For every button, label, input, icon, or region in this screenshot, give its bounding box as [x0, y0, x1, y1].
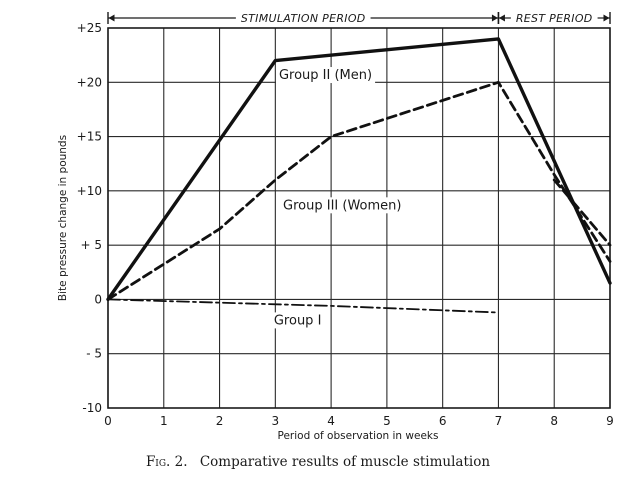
series-label-background [280, 197, 405, 214]
x-axis-title: Period of observation in weeks [278, 430, 439, 442]
y-tick-label: - 5 [86, 347, 102, 361]
x-tick-label: 4 [327, 414, 335, 428]
extra-dashed-line [552, 178, 612, 247]
period-layer: STIMULATION PERIOD REST PERIOD [107, 12, 611, 25]
plot-frame [107, 27, 611, 409]
series-label: Group III (Women) [283, 198, 401, 213]
x-tick-label: 8 [550, 414, 558, 428]
period-arrow-right [603, 14, 610, 22]
series-line [106, 37, 612, 302]
figure-caption: Fig. 2. Comparative results of muscle st… [146, 454, 490, 470]
y-tick-label: -10 [82, 401, 102, 415]
y-tick-label: + 5 [80, 238, 102, 252]
figure-caption-text: Comparative results of muscle stimulatio… [200, 454, 491, 470]
label-layer: Group II (Men) Group III (Women) Group I [270, 67, 405, 329]
x-tick-label: 2 [216, 414, 224, 428]
y-tick-label: +25 [77, 21, 102, 35]
y-tick-label: +15 [77, 130, 102, 144]
period-label: REST PERIOD [516, 12, 593, 25]
y-tick-label: +10 [77, 184, 102, 198]
series-label: Group I [274, 313, 322, 328]
series-label-background [275, 67, 376, 84]
x-tick-label: 6 [439, 414, 447, 428]
figure-number: Fig. 2. [146, 454, 188, 470]
grid-layer [107, 27, 611, 409]
y-tick-label: +20 [77, 75, 102, 89]
tick-layer: 0 1 2 3 4 5 6 7 8 9 +25 +20 +15 +10 + 5 0 - 5 -10 [77, 21, 614, 428]
x-tick-label: 9 [606, 414, 614, 428]
x-tick-label: 7 [495, 414, 503, 428]
period-label: STIMULATION PERIOD [241, 12, 366, 25]
period-arrow-left [498, 14, 505, 22]
y-tick-label: 0 [94, 292, 102, 306]
series-layer [106, 37, 612, 314]
period-arrow-right [491, 14, 498, 22]
series-line [107, 298, 500, 314]
x-tick-label: 3 [272, 414, 280, 428]
period-arrow-left [108, 14, 115, 22]
x-tick-label: 0 [104, 414, 112, 428]
x-tick-label: 1 [160, 414, 168, 428]
series-label: Group II (Men) [279, 68, 372, 83]
series-line [106, 80, 612, 301]
x-tick-label: 5 [383, 414, 391, 428]
y-axis-title: Bite pressure change in pounds [57, 135, 69, 301]
series-label-background [270, 312, 325, 329]
